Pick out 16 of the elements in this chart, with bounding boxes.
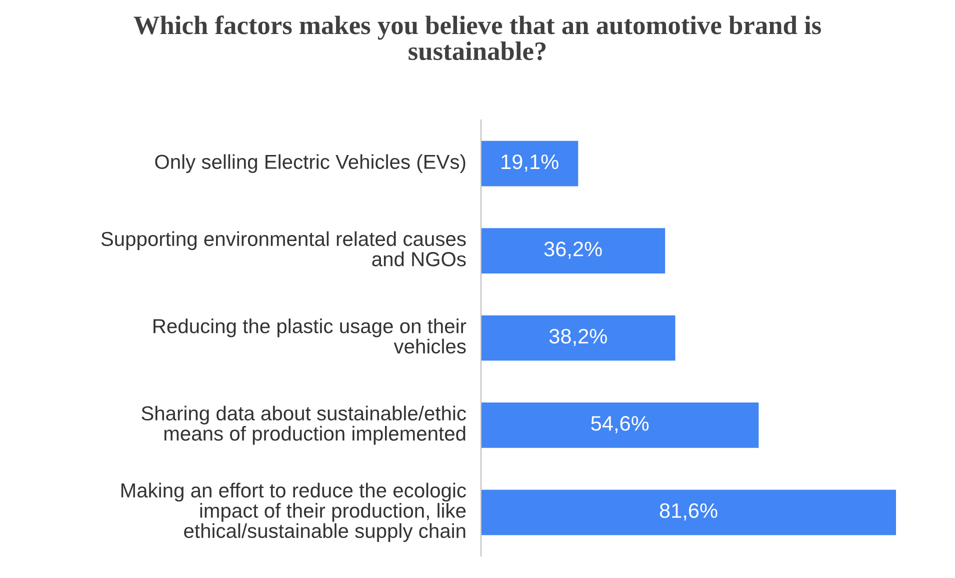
y-tick-label: Sharing data about sustainable/ethic means of production implemented (142, 406, 466, 445)
chart-title: Which factors makes you believe that an automotive brand is sustainable? (134, 15, 822, 60)
data-label: 38,2% (549, 328, 607, 346)
data-label: 81,6% (660, 503, 718, 520)
data-label: 54,6% (591, 416, 649, 434)
bar (481, 140, 578, 186)
y-tick-label: Only selling Electric Vehicles (EVs) (155, 154, 466, 173)
bar (481, 315, 676, 361)
bar (481, 402, 759, 448)
y-tick-label: Making an effort to reduce the ecologic impact of their production, like ethical/sustainable supply chain (121, 482, 466, 542)
y-tick-label: Supporting environmental related causes and NGOs (101, 231, 466, 266)
bar (481, 490, 896, 536)
y-tick-label: Reducing the plastic usage on their vehicles (154, 318, 466, 354)
data-label: 36,2% (544, 242, 602, 259)
bar (481, 228, 666, 274)
data-label: 19,1% (502, 154, 558, 172)
